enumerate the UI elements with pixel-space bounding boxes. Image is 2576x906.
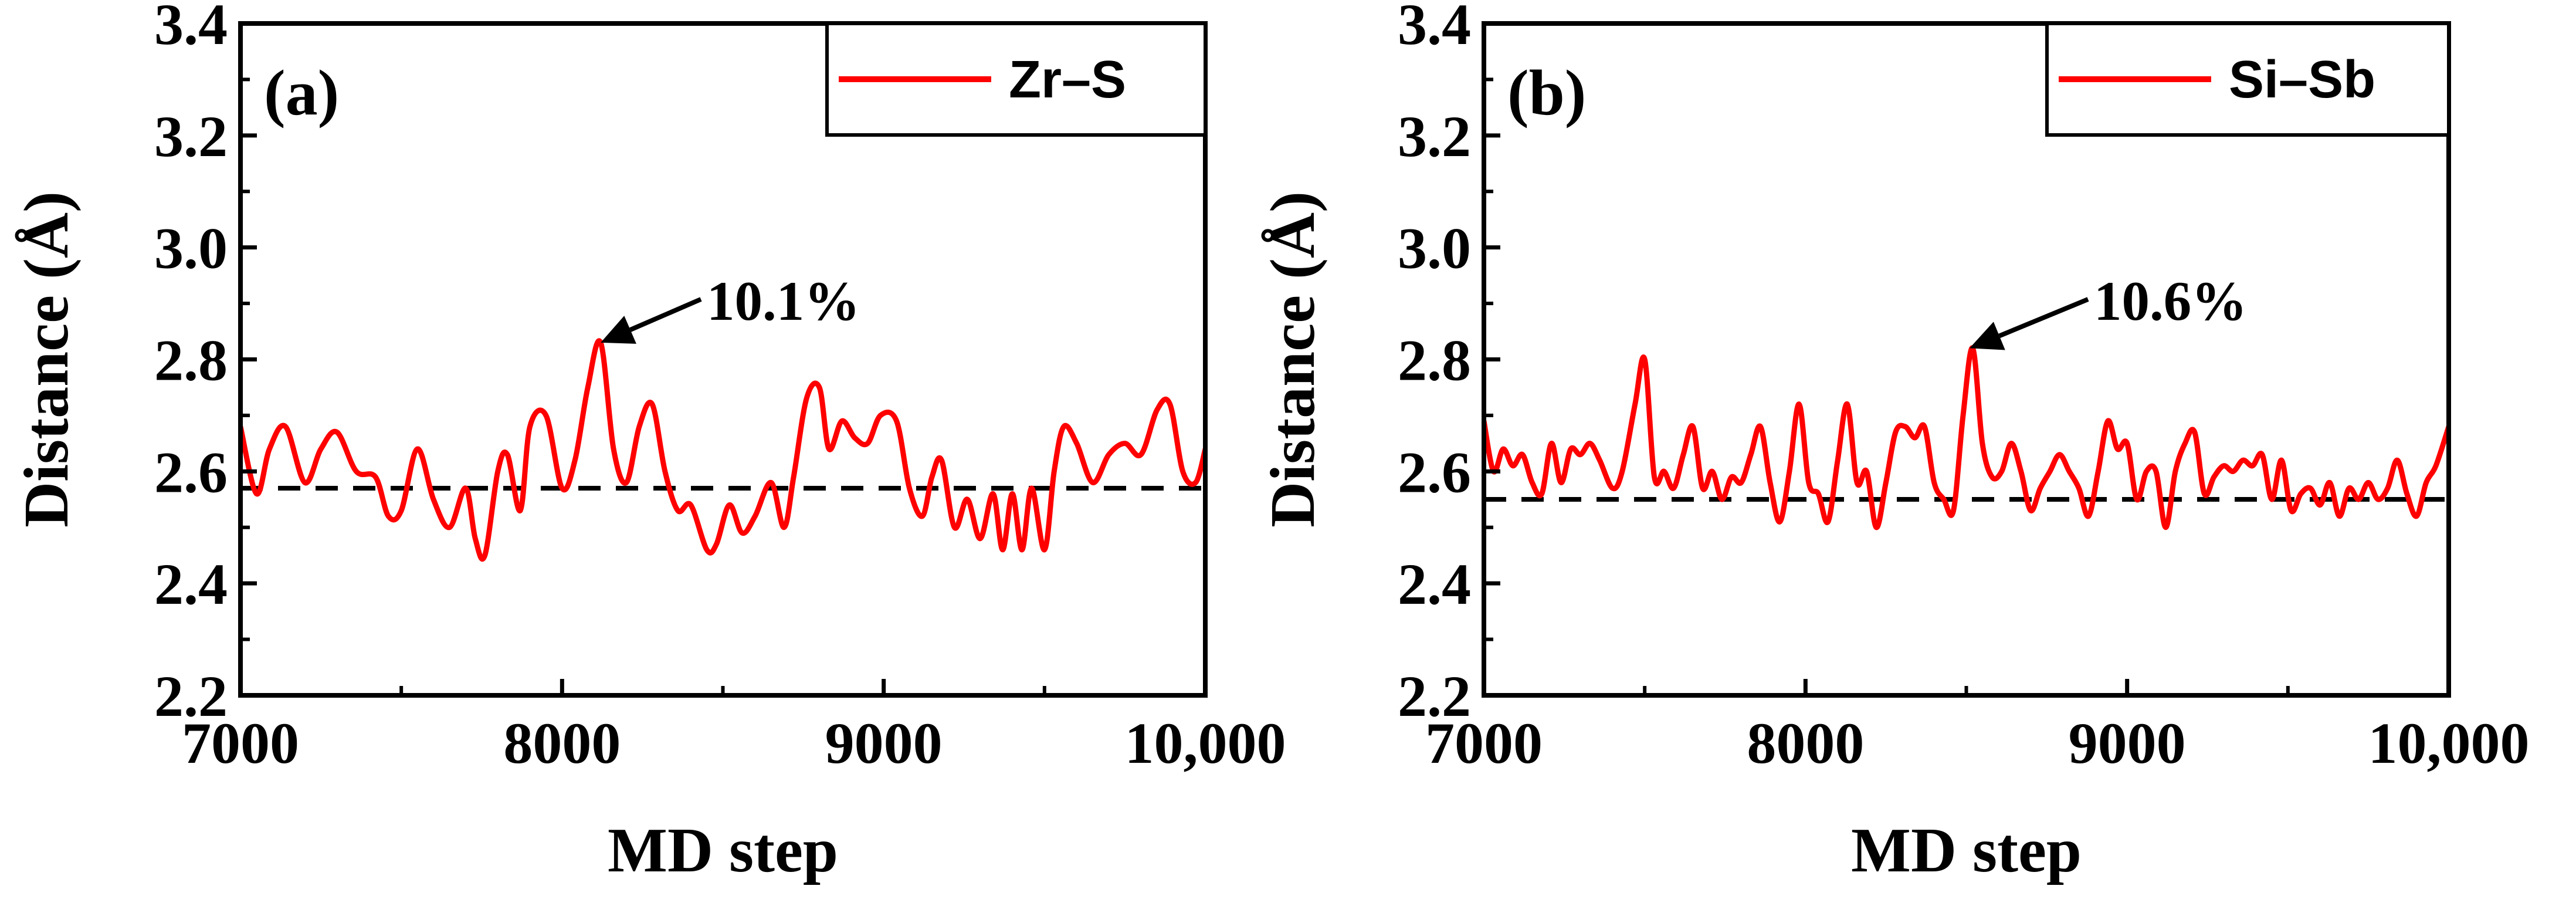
x-tick-label: 9000 — [825, 711, 943, 776]
y-axis-title: Distance (Å) — [1258, 191, 1328, 528]
x-axis-title: MD step — [1851, 816, 2082, 885]
x-tick-label: 10,000 — [2368, 711, 2530, 776]
y-tick-label: 3.2 — [154, 104, 228, 169]
annotation-arrow — [1998, 297, 2089, 339]
series-line-Zr–S — [240, 338, 1205, 562]
y-tick-label: 2.2 — [1398, 664, 1471, 729]
x-tick-label: 8000 — [503, 711, 621, 776]
y-tick-label: 2.6 — [1398, 440, 1471, 505]
panel-label: (a) — [264, 57, 339, 129]
annotation-arrowhead — [601, 316, 636, 344]
y-axis-title: Distance (Å) — [12, 191, 82, 528]
y-tick-label: 2.8 — [154, 328, 228, 393]
y-tick-label: 2.2 — [154, 664, 228, 729]
y-tick-label: 3.0 — [1398, 216, 1471, 281]
legend-label: Si–Sb — [2229, 50, 2375, 109]
x-tick-label: 7000 — [182, 711, 299, 776]
x-tick-label: 7000 — [1425, 711, 1543, 776]
y-tick-label: 2.6 — [154, 440, 228, 505]
annotation-arrowhead — [1969, 322, 2005, 350]
y-tick-label: 2.8 — [1398, 328, 1471, 393]
annotation-label: 10.1% — [707, 270, 860, 332]
series-line-Si–Sb — [1484, 345, 2449, 530]
x-tick-label: 9000 — [2069, 711, 2186, 776]
y-tick-label: 3.0 — [154, 216, 228, 281]
panel-a: 2.2 2.4 2.6 2.8 3.0 3.2 3.4 7000 8000 9000 10,000 M… — [12, 0, 1286, 885]
panel-label: (b) — [1507, 57, 1586, 129]
legend-label: Zr–S — [1009, 50, 1126, 109]
annotation-label: 10.6% — [2094, 270, 2247, 332]
x-tick-label: 10,000 — [1125, 711, 1286, 776]
x-axis-title: MD step — [608, 816, 838, 885]
y-tick-label: 3.2 — [1398, 104, 1471, 169]
panel-b: 2.2 2.4 2.6 2.8 3.0 3.2 3.4 7000 8000 9000 10,000 M… — [1258, 0, 2530, 885]
y-tick-label: 2.4 — [154, 552, 228, 617]
y-tick-label: 3.4 — [154, 0, 228, 57]
annotation-arrow — [629, 297, 702, 332]
y-tick-label: 2.4 — [1398, 552, 1471, 617]
y-tick-label: 3.4 — [1398, 0, 1471, 57]
x-tick-label: 8000 — [1747, 711, 1864, 776]
